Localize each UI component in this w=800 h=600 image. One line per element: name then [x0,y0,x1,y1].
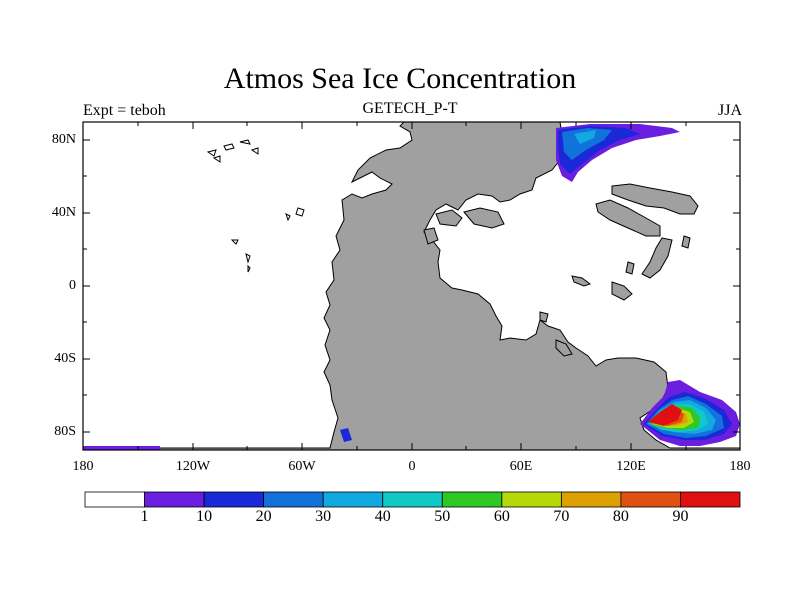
island-east-3 [641,237,673,279]
ice-north-20pct [562,128,612,160]
colorbar-box [144,491,205,508]
sea-ice-north [556,124,680,182]
season-label: JJA [717,102,742,119]
x-tick-label: 120E [616,459,646,474]
island-long-east [611,183,699,215]
y-tick-label: 0 [69,278,76,293]
colorbar-box [263,491,324,508]
y-tick-label: 80N [51,132,76,147]
colorbar-label: 1 [140,508,149,525]
colorbar-label: 60 [493,508,510,525]
x-tick-label: 180 [729,459,751,474]
small-islands-west [206,139,305,273]
colorbar-label: 80 [612,508,629,525]
island-east-4 [611,281,633,301]
y-tick-label: 80S [54,424,76,439]
island-small-east-3 [681,235,691,249]
island-tethys-3 [423,227,439,245]
colorbar-box [680,491,741,508]
ice-small-south-west-2 [83,446,160,450]
x-tick-label: 60W [288,459,316,474]
colorbar-label: 90 [672,508,689,525]
colorbar-box [560,491,622,508]
x-tick-label: 0 [408,459,416,474]
ice-small-south-west [340,428,352,442]
x-tick-label: 60E [509,459,533,474]
colorbar-box [382,491,443,508]
x-tick-label: 120W [175,459,211,474]
colorbar-label: 20 [255,508,272,525]
island-small-east-2 [571,275,592,287]
map-title: Atmos Sea Ice Concentration [223,62,577,95]
ice-north-30pct [574,130,596,144]
land-masses [83,122,740,450]
x-tick-label: 180 [72,459,94,474]
colorbar-label: 30 [315,508,332,525]
experiment-label: Expt = teboh [83,102,166,119]
island-small-south [555,339,573,357]
tick-marks [83,122,740,450]
colorbar-box [620,491,681,508]
dataset-label: GETECH_P-T [362,100,458,117]
colorbar-box [501,491,562,508]
colorbar-label: 40 [374,508,391,525]
colorbar-label: 70 [553,508,570,525]
island-small-east [625,261,635,275]
colorbar-label: 10 [196,508,213,525]
island-small-south-2 [539,311,549,323]
sea-ice-south [83,380,740,450]
pangaea-landmass [83,122,740,450]
colorbar-box [203,491,265,508]
y-tick-label: 40S [54,351,76,366]
colorbar-box [441,491,503,508]
island-east-2 [595,199,661,237]
island-tethys-2 [463,207,505,229]
colorbar-box [84,491,145,508]
island-tethys-1 [435,209,463,227]
y-tick-label: 40N [51,205,76,220]
colorbar-box [322,491,384,508]
colorbar-label: 50 [434,508,451,525]
colorbar [84,491,741,508]
ice-south-90pct [648,404,682,426]
